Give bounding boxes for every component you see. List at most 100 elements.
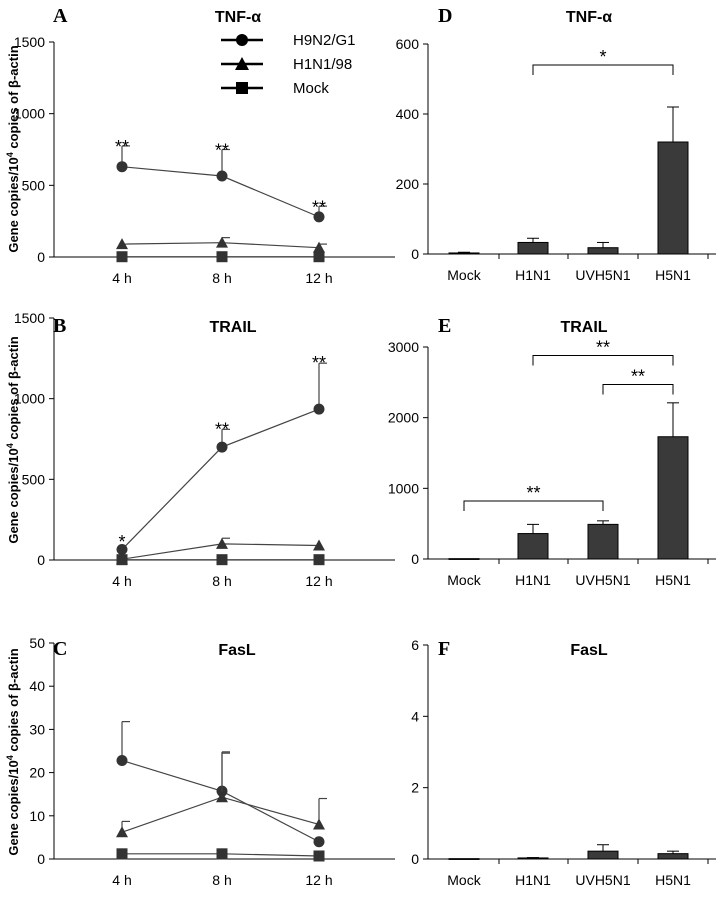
legend-label: H9N2/G1 (293, 32, 356, 49)
significance-mark: ** (115, 137, 129, 157)
panel-d: D TNF-α 0 200 400 600 Mock H1N1 UVH5N1 H5N1 * (396, 5, 716, 283)
significance-mark: ** (526, 483, 540, 503)
legend-marker-circle (236, 34, 248, 46)
bar (517, 241, 549, 255)
y-tick-label: 50 (29, 635, 45, 651)
y-axis-label-tail: copies of β-actin (6, 45, 21, 152)
significance-mark: * (599, 47, 606, 67)
data-point-circle (216, 170, 228, 182)
y-tick-label: 500 (22, 471, 46, 487)
bar (587, 850, 619, 860)
x-tick-label: UVH5N1 (575, 267, 630, 283)
significance-mark: ** (631, 366, 645, 386)
y-tick-label: 500 (22, 177, 46, 193)
series-h1n1-98 (116, 751, 327, 838)
y-axis-label-sup: 4 (5, 755, 15, 760)
bar (517, 533, 549, 560)
data-point-square (116, 554, 128, 566)
y-tick-label: 0 (411, 551, 419, 567)
y-tick-label: 0 (37, 552, 45, 568)
series-h1n1-98 (116, 537, 325, 565)
data-point-triangle (216, 236, 228, 248)
y-axis-label-main: Gene copies/10 (6, 157, 21, 252)
bar (587, 523, 619, 560)
significance-mark: ** (312, 197, 326, 217)
series-h1n1-98 (116, 236, 327, 253)
legend-marker-triangle (235, 57, 249, 70)
x-tick-label: 8 h (212, 270, 231, 286)
x-tick-label: UVH5N1 (575, 572, 630, 588)
data-point-circle (116, 755, 128, 767)
y-tick-label: 30 (29, 721, 45, 737)
significance-bracket (602, 383, 674, 395)
x-tick-label: 12 h (305, 270, 332, 286)
y-tick-label: 2 (411, 780, 419, 796)
panel-letter: C (53, 638, 67, 660)
bar (657, 141, 689, 255)
significance-bracket (532, 354, 674, 366)
series-mock (116, 554, 325, 566)
panel-letter: E (438, 315, 451, 337)
data-point-triangle (313, 539, 325, 551)
y-tick-label: 400 (396, 106, 420, 122)
significance-bracket (532, 64, 674, 75)
y-tick-label: 200 (396, 176, 420, 192)
panel-title: FasL (570, 642, 608, 659)
y-tick-label: 10 (29, 808, 45, 824)
y-axis-label-main: Gene copies/10 (6, 448, 21, 543)
data-point-circle (116, 161, 128, 173)
y-tick-label: 20 (29, 765, 45, 781)
data-point-square (116, 251, 128, 263)
panel-letter: A (53, 5, 68, 27)
series-h9n2-g1 (116, 362, 327, 556)
data-point-circle (313, 836, 325, 848)
series-mock (116, 848, 325, 862)
x-tick-label: H5N1 (655, 872, 691, 888)
series-mock (116, 251, 325, 263)
x-tick-label: 8 h (212, 573, 231, 589)
panel-letter: B (53, 315, 66, 337)
x-tick-label: 4 h (112, 573, 131, 589)
y-axis-label-main: Gene copies/10 (6, 760, 21, 855)
y-tick-label: 2000 (388, 410, 419, 426)
bar (657, 853, 689, 860)
x-tick-label: 8 h (212, 872, 231, 888)
data-point-circle (116, 544, 128, 556)
significance-mark: * (118, 532, 125, 552)
y-tick-label: 600 (396, 36, 420, 52)
y-tick-label: 0 (37, 249, 45, 265)
significance-mark: ** (215, 419, 229, 439)
data-point-circle (313, 403, 325, 415)
y-tick-label: 0 (37, 851, 45, 867)
x-tick-label: H5N1 (655, 267, 691, 283)
legend: H9N2/G1 H1N1/98 Mock (221, 32, 356, 97)
panel-title: TRAIL (209, 319, 256, 336)
panel-f: F FasL 0 2 4 6 Mock H1N1 UVH5N1 H5N1 (411, 637, 716, 888)
bar (448, 558, 480, 560)
significance-mark: ** (215, 141, 229, 161)
significance-mark: ** (312, 353, 326, 373)
y-tick-label: 1500 (14, 34, 45, 50)
data-point-triangle (216, 537, 228, 549)
x-tick-label: H5N1 (655, 572, 691, 588)
data-point-square (216, 251, 228, 263)
data-point-square (216, 848, 228, 860)
panel-title: TNF-α (215, 9, 261, 26)
panel-a: A TNF-α 0 500 1000 1500 4 h 8 h 12 h ** ** ** (14, 5, 395, 286)
x-tick-label: Mock (447, 267, 481, 283)
y-tick-label: 6 (411, 637, 419, 653)
data-point-square (116, 848, 128, 860)
data-point-triangle (313, 818, 325, 830)
bar (448, 252, 480, 255)
x-tick-label: 12 h (305, 573, 332, 589)
data-point-square (216, 554, 228, 566)
bar (517, 857, 549, 860)
significance-mark: ** (596, 337, 610, 357)
data-point-triangle (116, 238, 128, 250)
y-axis-label-sup: 4 (5, 152, 15, 157)
x-tick-label: 4 h (112, 872, 131, 888)
panel-c: C FasL 0 10 20 30 40 50 4 h 8 h 12 h (29, 635, 395, 888)
y-axis-label-tail: copies of β-actin (6, 336, 21, 443)
